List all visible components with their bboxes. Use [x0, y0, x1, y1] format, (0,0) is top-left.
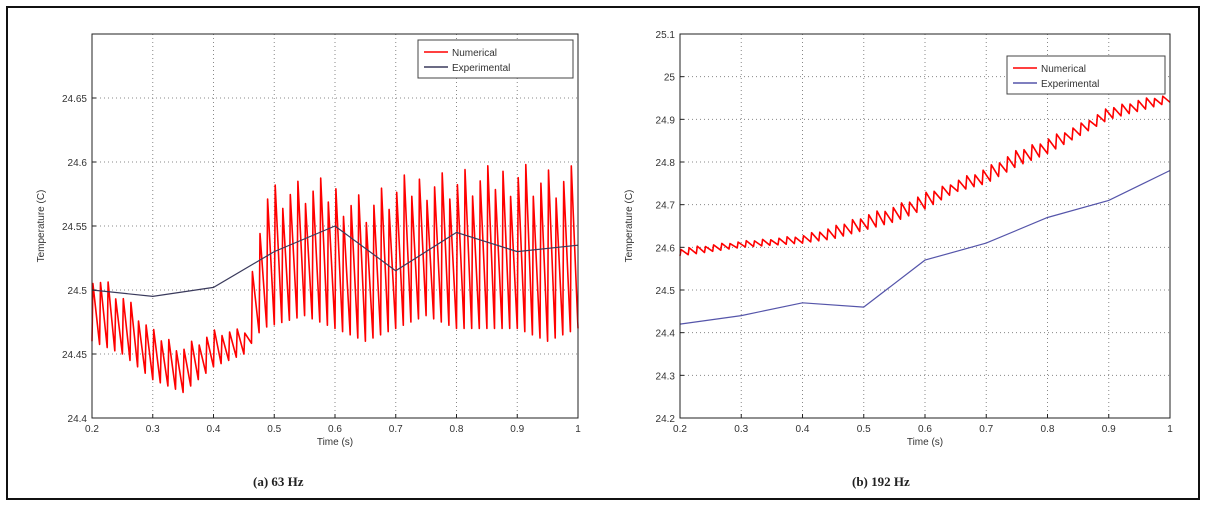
- y-tick-label: 24.55: [62, 222, 87, 233]
- x-tick-label: 0.6: [918, 424, 932, 435]
- y-tick-label: 25: [664, 73, 676, 84]
- y-tick-label: 24.9: [656, 115, 676, 126]
- x-tick-label: 0.3: [734, 424, 748, 435]
- caption-a: (a) 63 Hz: [253, 474, 304, 489]
- x-axis-label: Time (s): [317, 437, 353, 448]
- y-tick-label: 24.4: [656, 329, 676, 340]
- x-tick-label: 0.9: [510, 424, 524, 435]
- legend-box: [1006, 55, 1166, 95]
- chart-a-63hz: 0.2 0.3 0.4 0.5 0.6 0.7 0.8 0.9 1 24.4 24.45 24.5 24…: [36, 33, 581, 448]
- x-tick-label: 0.7: [979, 424, 993, 435]
- x-tick-label: 0.3: [146, 424, 160, 435]
- legend: Numerical Experimental: [417, 39, 574, 79]
- x-tick-label: 0.4: [207, 424, 221, 435]
- x-tick-label: 0.8: [1041, 424, 1055, 435]
- x-tick-label: 0.5: [857, 424, 871, 435]
- y-tick-label: 24.65: [62, 94, 87, 105]
- x-tick-label: 0.9: [1102, 424, 1116, 435]
- y-tick-label: 24.4: [68, 414, 88, 425]
- y-axis-label: Temperature (C): [36, 190, 47, 263]
- y-tick-label: 24.8: [656, 158, 676, 169]
- y-tick-label: 24.5: [656, 286, 676, 297]
- x-tick-label: 0.7: [389, 424, 403, 435]
- experimental-series-line: [679, 169, 1171, 325]
- x-tick-label: 0.2: [85, 424, 99, 435]
- y-axis-label: Temperature (C): [624, 190, 635, 263]
- y-tick-label: 24.5: [68, 286, 88, 297]
- y-tick-label: 24.6: [68, 158, 88, 169]
- y-tick-label: 24.45: [62, 350, 87, 361]
- numerical-series-line: [679, 95, 1171, 257]
- legend-label-experimental: Experimental: [452, 63, 510, 74]
- x-tick-label: 0.4: [796, 424, 810, 435]
- x-tick-label: 0.6: [328, 424, 342, 435]
- legend-label-numerical: Numerical: [1041, 64, 1086, 75]
- y-tick-label: 24.6: [656, 243, 676, 254]
- x-tick-label: 0.2: [673, 424, 687, 435]
- legend: Numerical Experimental: [1006, 55, 1166, 95]
- x-tick-label: 1: [1167, 424, 1173, 435]
- experimental-series-line: [91, 225, 579, 298]
- y-tick-label: 24.2: [656, 414, 676, 425]
- y-tick-label: 24.3: [656, 371, 676, 382]
- legend-label-experimental: Experimental: [1041, 79, 1099, 90]
- x-tick-label: 1: [575, 424, 581, 435]
- legend-box: [417, 39, 574, 79]
- legend-label-numerical: Numerical: [452, 48, 497, 59]
- y-tick-label: 25.1: [656, 30, 676, 41]
- caption-b: (b) 192 Hz: [852, 474, 910, 489]
- y-tick-label: 24.7: [656, 201, 676, 212]
- x-tick-label: 0.5: [267, 424, 281, 435]
- chart-b-192hz: 0.2 0.3 0.4 0.5 0.6 0.7 0.8 0.9 1 24.2 24.3 24.4 24.…: [624, 30, 1173, 448]
- x-axis-label: Time (s): [907, 437, 943, 448]
- numerical-series-line: [91, 163, 579, 394]
- x-tick-label: 0.8: [450, 424, 464, 435]
